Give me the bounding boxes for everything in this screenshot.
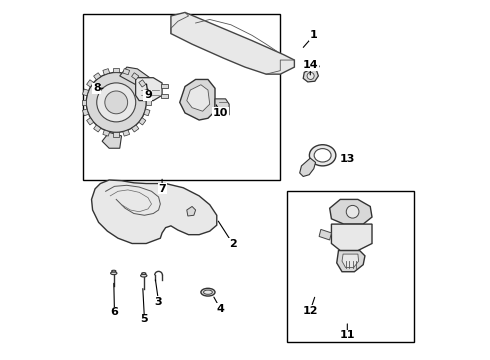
Bar — [161, 94, 168, 98]
Polygon shape — [187, 85, 210, 111]
Bar — [161, 84, 168, 88]
Text: 5: 5 — [141, 314, 148, 324]
Polygon shape — [82, 100, 86, 105]
Polygon shape — [92, 180, 217, 243]
Bar — [287, 190, 415, 342]
Polygon shape — [319, 229, 331, 240]
Text: 8: 8 — [93, 83, 101, 93]
Polygon shape — [132, 73, 139, 80]
Polygon shape — [123, 130, 129, 136]
Polygon shape — [123, 69, 129, 75]
Text: 11: 11 — [340, 330, 355, 340]
Polygon shape — [94, 73, 101, 80]
Polygon shape — [87, 118, 94, 125]
Ellipse shape — [141, 274, 147, 277]
Bar — [83, 14, 280, 180]
Ellipse shape — [314, 149, 331, 162]
Polygon shape — [303, 69, 318, 82]
Polygon shape — [132, 125, 139, 132]
Polygon shape — [103, 130, 110, 136]
Polygon shape — [82, 89, 89, 96]
Ellipse shape — [142, 273, 146, 274]
Text: 6: 6 — [111, 307, 119, 317]
Circle shape — [307, 72, 314, 80]
Circle shape — [105, 91, 127, 114]
Polygon shape — [94, 125, 101, 132]
Text: 4: 4 — [217, 304, 224, 314]
Polygon shape — [337, 251, 365, 272]
Polygon shape — [102, 132, 122, 148]
Polygon shape — [139, 80, 146, 87]
Ellipse shape — [111, 272, 117, 275]
Polygon shape — [171, 12, 294, 74]
Polygon shape — [180, 80, 215, 120]
Polygon shape — [113, 68, 119, 72]
Text: 2: 2 — [229, 239, 237, 248]
Polygon shape — [136, 78, 162, 100]
Text: 7: 7 — [158, 184, 166, 194]
Polygon shape — [144, 109, 150, 116]
Text: 12: 12 — [302, 306, 318, 315]
Polygon shape — [187, 207, 196, 216]
Polygon shape — [342, 254, 359, 267]
Text: 10: 10 — [213, 108, 228, 118]
Polygon shape — [330, 199, 372, 224]
Circle shape — [97, 83, 136, 122]
Polygon shape — [113, 132, 119, 137]
Polygon shape — [146, 100, 151, 105]
Polygon shape — [215, 99, 229, 118]
Ellipse shape — [203, 290, 212, 294]
Polygon shape — [313, 64, 319, 71]
Polygon shape — [120, 67, 150, 86]
Polygon shape — [82, 109, 89, 116]
Ellipse shape — [309, 145, 336, 166]
Polygon shape — [87, 80, 94, 87]
Ellipse shape — [201, 288, 215, 296]
Text: 14: 14 — [302, 60, 318, 70]
Text: 13: 13 — [340, 154, 355, 164]
Text: 3: 3 — [155, 297, 162, 307]
Ellipse shape — [112, 270, 116, 272]
Text: 9: 9 — [144, 90, 152, 100]
Circle shape — [346, 206, 359, 218]
Polygon shape — [103, 69, 110, 75]
Polygon shape — [139, 118, 146, 125]
Text: 1: 1 — [310, 30, 318, 40]
Polygon shape — [300, 158, 316, 176]
Polygon shape — [331, 224, 372, 251]
Polygon shape — [144, 89, 150, 96]
Circle shape — [86, 72, 146, 132]
